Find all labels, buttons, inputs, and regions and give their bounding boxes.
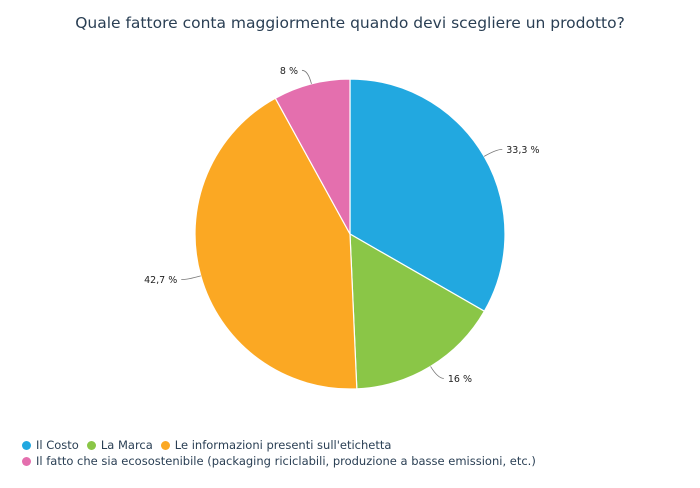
legend-dot-costo bbox=[22, 440, 31, 450]
legend-label-costo: Il Costo bbox=[36, 438, 79, 452]
leader-line-marca bbox=[430, 366, 444, 379]
legend-dot-marca bbox=[86, 440, 96, 450]
legend-label-ecosostenibile: Il fatto che sia ecosostenibile (packagi… bbox=[36, 454, 536, 468]
legend-row-1: Il Costo La Marca Le informazioni presen… bbox=[22, 437, 692, 453]
legend-label-etichetta: Le informazioni presenti sull'etichetta bbox=[174, 438, 392, 452]
legend-label-marca: La Marca bbox=[100, 438, 153, 452]
legend-dot-ecosostenibile bbox=[22, 456, 31, 466]
leader-line-costo bbox=[483, 148, 503, 157]
pie-slice-etichetta[interactable] bbox=[194, 97, 358, 390]
leader-lines bbox=[181, 69, 503, 379]
slice-label-etichetta: 42,7 % bbox=[144, 275, 177, 286]
slice-label-costo: 33,3 % bbox=[506, 145, 539, 156]
leader-line-etichetta bbox=[181, 275, 201, 281]
legend-dot-etichetta bbox=[160, 440, 170, 450]
legend-item-marca[interactable]: La Marca bbox=[86, 438, 153, 452]
slice-label-marca: 16 % bbox=[448, 374, 472, 385]
legend: Il Costo La Marca Le informazioni presen… bbox=[22, 437, 692, 469]
leader-line-ecosostenibile bbox=[301, 69, 312, 84]
slice-label-ecosostenibile: 8 % bbox=[280, 66, 298, 77]
legend-item-etichetta[interactable]: Le informazioni presenti sull'etichetta bbox=[160, 438, 392, 452]
legend-item-ecosostenibile[interactable]: Il fatto che sia ecosostenibile (packagi… bbox=[22, 454, 536, 468]
legend-item-costo[interactable]: Il Costo bbox=[22, 438, 79, 452]
legend-row-2: Il fatto che sia ecosostenibile (packagi… bbox=[22, 453, 692, 469]
slice-labels: 33,3 % 16 % 42,7 % 8 % bbox=[144, 66, 539, 385]
chart-title: Quale fattore conta maggiormente quando … bbox=[75, 14, 625, 32]
pie-slices bbox=[194, 78, 506, 390]
pie-chart: 33,3 % 16 % 42,7 % 8 % bbox=[144, 66, 539, 390]
